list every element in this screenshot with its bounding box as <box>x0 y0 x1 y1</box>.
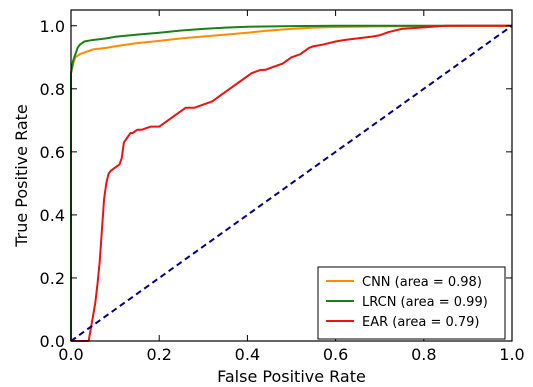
x-tick-label: 0.6 <box>323 345 348 364</box>
x-tick-label: 0.2 <box>146 345 171 364</box>
y-tick-label: 0.8 <box>40 80 65 99</box>
legend: CNN (area = 0.98) LRCN (area = 0.99) EAR (… <box>317 266 506 340</box>
y-tick-label: 0.6 <box>40 143 65 162</box>
x-tick-label: 0.4 <box>235 345 260 364</box>
x-tick-label: 0.8 <box>411 345 436 364</box>
legend-entry: CNN (area = 0.98) <box>362 275 482 290</box>
x-tick-label: 1.0 <box>499 345 524 364</box>
legend-entry: LRCN (area = 0.99) <box>362 295 488 310</box>
series-line-2 <box>71 24 512 342</box>
plot-frame <box>70 9 513 342</box>
y-tick-label: 1.0 <box>40 17 65 36</box>
chance-diagonal-line <box>70 24 513 342</box>
legend-entry: EAR (area = 0.79) <box>362 315 480 330</box>
y-tick-label: 0.2 <box>40 269 65 288</box>
ticks-layer: 0.0 0.2 0.4 0.6 0.8 1.0 0.0 0.2 0.4 0.6 0.8 1.0 <box>40 10 525 364</box>
x-axis-title: False Positive Rate <box>217 367 366 386</box>
y-tick-label: 0.4 <box>40 206 65 225</box>
series-line-1 <box>70 24 512 341</box>
y-tick-label: 0.0 <box>40 332 65 351</box>
legend-box <box>317 266 506 340</box>
series-line-0 <box>70 24 512 341</box>
y-axis-title: True Positive Rate <box>12 104 31 248</box>
x-tick-label: 0.0 <box>58 345 83 364</box>
series-layer <box>70 24 513 342</box>
